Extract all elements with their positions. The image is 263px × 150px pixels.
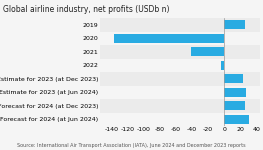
Bar: [224, 74, 243, 83]
Bar: [100, 45, 260, 58]
Bar: [100, 112, 260, 126]
Bar: [224, 115, 249, 124]
Bar: [224, 88, 246, 97]
Bar: [100, 32, 260, 45]
Bar: [224, 20, 245, 29]
Bar: [224, 101, 245, 110]
Text: Global airline industry, net profits (USDb n): Global airline industry, net profits (US…: [3, 4, 169, 14]
Bar: [100, 99, 260, 112]
Bar: [100, 58, 260, 72]
Bar: [114, 34, 224, 43]
Bar: [221, 60, 224, 70]
Bar: [100, 18, 260, 32]
Bar: [100, 85, 260, 99]
Bar: [191, 47, 224, 57]
Bar: [100, 72, 260, 86]
Text: Source: International Air Transport Association (IATA), June 2024 and December 2: Source: International Air Transport Asso…: [17, 144, 246, 148]
